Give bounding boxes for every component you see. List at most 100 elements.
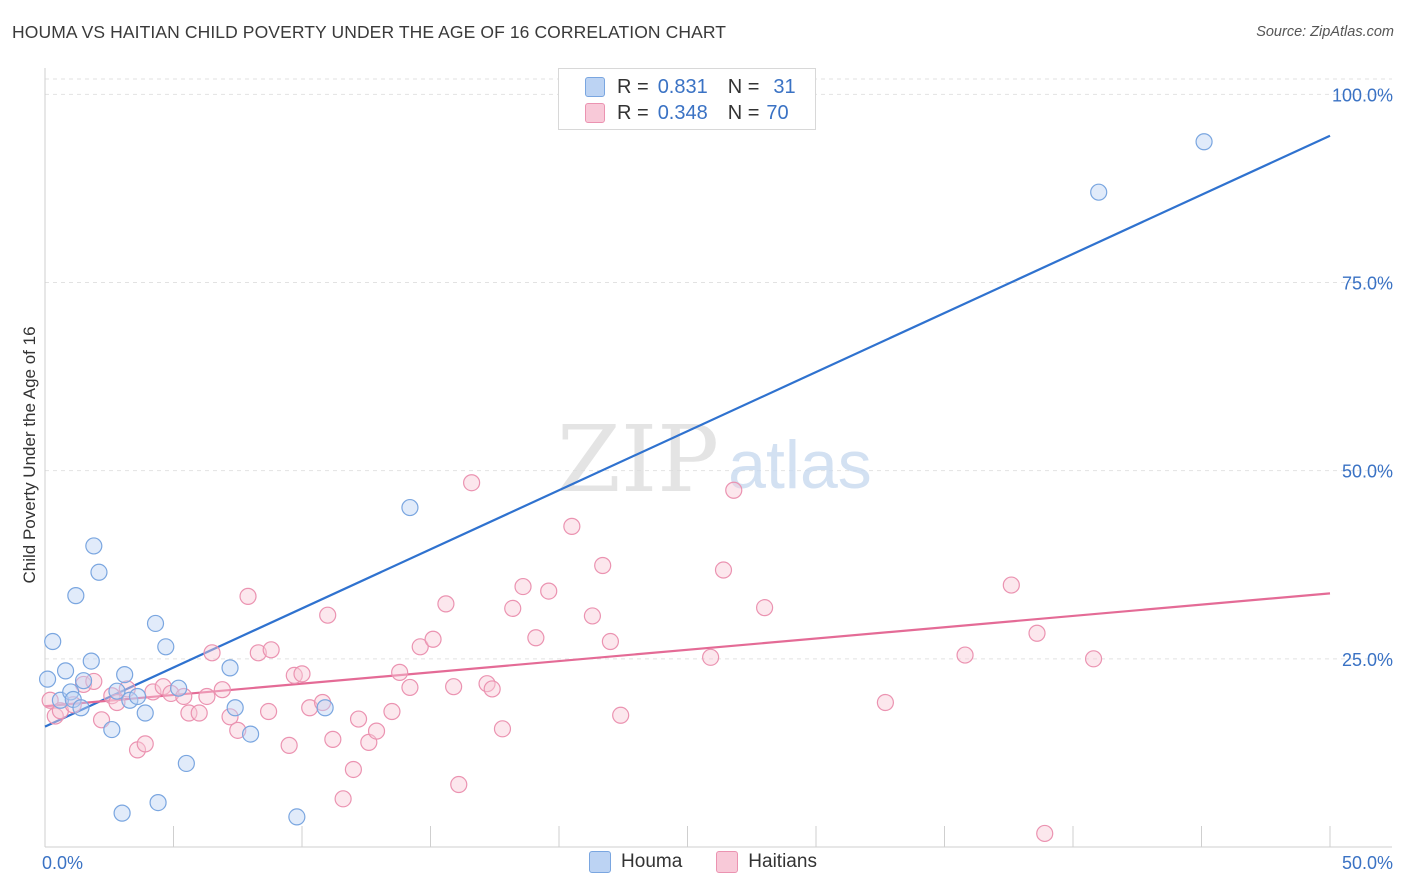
haitians-point bbox=[249, 644, 267, 662]
n-label: N = bbox=[727, 101, 760, 124]
y-axis-title: Child Poverty Under the Age of 16 bbox=[20, 326, 39, 583]
haitians-point bbox=[198, 687, 216, 706]
houma-point bbox=[85, 537, 103, 555]
haitians-point bbox=[725, 481, 743, 499]
legend-item-haitians[interactable]: Haitians bbox=[716, 851, 817, 873]
houma-points bbox=[38, 133, 1213, 826]
legend-item-houma[interactable]: Houma bbox=[589, 851, 682, 873]
haitians-point bbox=[1036, 824, 1054, 843]
haitians-point bbox=[293, 665, 311, 683]
houma-point bbox=[242, 725, 260, 743]
haitians-point bbox=[221, 708, 239, 726]
haitians-point bbox=[876, 693, 894, 712]
n-label: N = bbox=[727, 75, 760, 98]
haitians-point bbox=[239, 587, 257, 605]
houma-point bbox=[136, 704, 154, 722]
haitians-point bbox=[594, 556, 612, 575]
haitians-point bbox=[401, 678, 419, 697]
haitians-point bbox=[383, 702, 401, 721]
r-label: R = bbox=[617, 101, 649, 124]
x-tick-label: 50.0% bbox=[1342, 853, 1393, 873]
haitians-point bbox=[203, 644, 221, 662]
axes bbox=[44, 68, 1392, 848]
y-tick-label: 25.0% bbox=[1342, 650, 1393, 670]
haitians-point bbox=[483, 680, 501, 698]
haitians-point bbox=[956, 646, 974, 664]
haitians-point bbox=[46, 707, 64, 725]
houma-point bbox=[113, 804, 131, 822]
legend-row-haitians: R = 0.348 N = 70 bbox=[585, 100, 789, 126]
r-value: 0.348 bbox=[657, 101, 708, 124]
houma-point bbox=[82, 652, 100, 670]
houma-point bbox=[1195, 133, 1213, 151]
haitians-point bbox=[334, 790, 352, 808]
haitians-point bbox=[450, 775, 468, 794]
haitians-point bbox=[349, 710, 368, 728]
houma-point bbox=[38, 670, 57, 688]
haitians-point bbox=[344, 760, 362, 779]
haitians-point bbox=[1002, 576, 1020, 594]
houma-point bbox=[170, 679, 188, 697]
haitians-point bbox=[74, 675, 93, 694]
haitians-point bbox=[601, 632, 620, 651]
y-tick-label: 75.0% bbox=[1342, 274, 1393, 294]
houma-point bbox=[288, 808, 306, 826]
haitians-point bbox=[391, 663, 409, 681]
haitians-point bbox=[478, 675, 496, 693]
haitians-point bbox=[213, 681, 231, 699]
legend-row-houma: R = 0.831 N = 31 bbox=[585, 74, 796, 100]
houma-point bbox=[401, 498, 419, 517]
haitians-point bbox=[504, 599, 522, 618]
y-tick-label: 50.0% bbox=[1342, 462, 1393, 482]
haitians-point bbox=[190, 704, 208, 722]
houma-point bbox=[116, 666, 134, 684]
haitians-point bbox=[583, 607, 602, 625]
houma-point bbox=[44, 632, 62, 651]
haitians-point bbox=[563, 517, 581, 535]
legend-label-haitians: Haitians bbox=[748, 851, 817, 872]
haitians-point bbox=[612, 706, 630, 724]
houma-point bbox=[103, 720, 121, 739]
tick-labels: 25.0% 50.0% 75.0% 100.0% 0.0% 50.0% Child Pove… bbox=[20, 85, 1393, 873]
haitians-point bbox=[424, 630, 442, 648]
trend-line-houma bbox=[44, 134, 1331, 728]
haitians-point bbox=[493, 720, 512, 738]
houma-point bbox=[226, 699, 244, 717]
r-label: R = bbox=[617, 75, 649, 98]
houma-point bbox=[316, 699, 334, 717]
houma-point bbox=[108, 682, 126, 700]
houma-point bbox=[177, 754, 195, 773]
source-label: Source: ZipAtlas.com bbox=[1256, 24, 1394, 40]
haitians-point bbox=[1084, 650, 1103, 668]
chart-title: HOUMA VS HAITIAN CHILD POVERTY UNDER THE… bbox=[12, 22, 727, 42]
haitians-point bbox=[527, 629, 545, 647]
haitians-point bbox=[445, 678, 463, 696]
watermark-zip: ZIP bbox=[557, 406, 719, 513]
haitians-point bbox=[319, 606, 337, 624]
houma-point bbox=[149, 793, 167, 812]
haitians-point bbox=[411, 638, 429, 656]
houma-point bbox=[128, 687, 147, 706]
r-value: 0.831 bbox=[657, 75, 708, 98]
houma-point bbox=[72, 699, 90, 717]
houma-point bbox=[146, 614, 165, 633]
haitians-point bbox=[702, 648, 720, 666]
haitians-point bbox=[514, 577, 532, 596]
haitians-point bbox=[229, 721, 247, 739]
haitians-point bbox=[324, 730, 342, 748]
haitians-points bbox=[41, 474, 1103, 843]
series-legend: Houma Haitians bbox=[0, 851, 1406, 873]
watermark: ZIP atlas bbox=[557, 406, 872, 513]
trend-lines bbox=[44, 134, 1331, 728]
trend-line-haitians bbox=[44, 592, 1331, 708]
houma-point bbox=[67, 587, 85, 605]
haitians-point bbox=[463, 474, 481, 492]
haitians-point bbox=[714, 561, 733, 579]
haitians-swatch bbox=[585, 103, 605, 123]
haitians-point bbox=[136, 735, 154, 753]
haitians-swatch bbox=[716, 851, 739, 873]
houma-point bbox=[221, 659, 239, 677]
n-value: 70 bbox=[766, 101, 789, 124]
haitians-point bbox=[755, 599, 774, 617]
houma-point bbox=[90, 563, 108, 581]
